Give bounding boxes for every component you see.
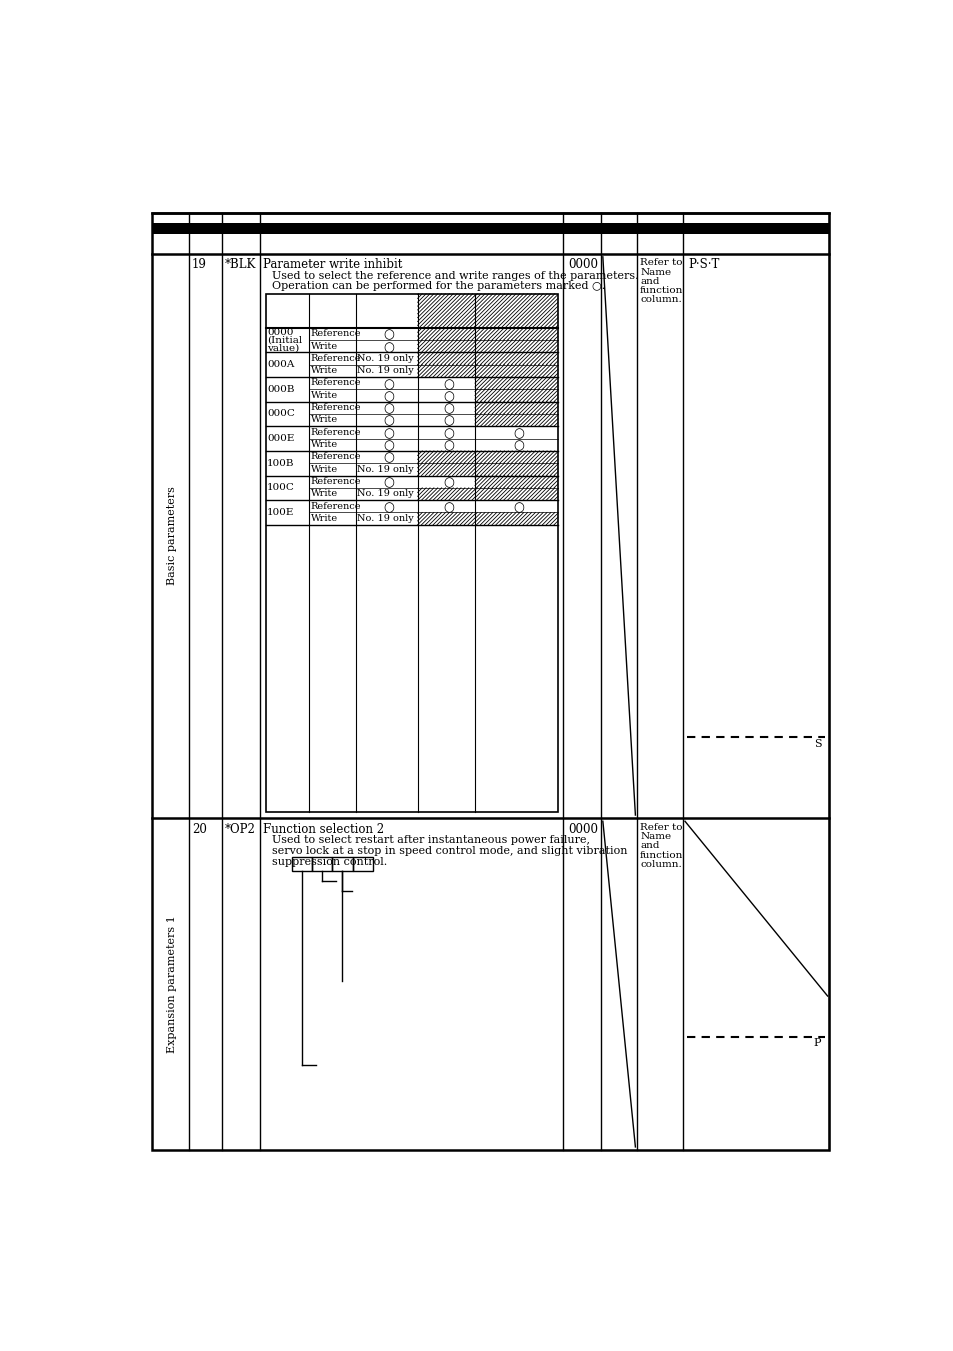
Text: No. 19 only: No. 19 only (356, 465, 414, 474)
Text: and: and (639, 277, 659, 286)
Text: ○: ○ (383, 403, 394, 415)
Bar (332, 857, 353, 870)
Text: 100C: 100C (267, 484, 294, 492)
Text: 000E: 000E (267, 434, 294, 443)
Text: Expansion parameters 1: Expansion parameters 1 (167, 915, 176, 1052)
Text: ○: ○ (443, 403, 454, 415)
Text: function: function (639, 851, 682, 859)
Text: Name: Name (639, 832, 671, 842)
Text: ○: ○ (383, 378, 394, 390)
Text: Write: Write (311, 416, 337, 424)
Text: Refer to: Refer to (639, 823, 681, 832)
Text: value): value) (267, 343, 299, 353)
Text: ○: ○ (383, 427, 394, 440)
Text: Reference: Reference (311, 428, 361, 436)
Text: Used to select restart after instantaneous power failure,: Used to select restart after instantaneo… (272, 835, 589, 846)
Text: Write: Write (311, 440, 337, 449)
Text: ○: ○ (383, 415, 394, 428)
Text: column.: column. (639, 859, 681, 869)
Bar (353, 857, 373, 870)
Text: Reference: Reference (311, 330, 361, 338)
Text: (Initial: (Initial (267, 335, 302, 345)
Text: 0000: 0000 (568, 258, 598, 272)
Text: ○: ○ (383, 340, 394, 354)
Text: ○: ○ (443, 415, 454, 428)
Bar (312, 857, 332, 870)
Text: 000C: 000C (267, 409, 294, 419)
Text: Write: Write (311, 390, 337, 400)
Text: 100B: 100B (267, 459, 294, 467)
Text: *OP2: *OP2 (224, 823, 255, 836)
Text: 19: 19 (192, 258, 207, 272)
Text: ○: ○ (383, 328, 394, 342)
Text: ○: ○ (383, 439, 394, 453)
Text: Reference: Reference (311, 477, 361, 486)
Text: 0000: 0000 (568, 823, 598, 836)
Text: S: S (813, 739, 821, 748)
Text: P·S·T: P·S·T (687, 258, 719, 272)
Text: and: and (639, 842, 659, 850)
Text: No. 19 only: No. 19 only (356, 513, 414, 523)
Text: servo lock at a stop in speed control mode, and slight vibration: servo lock at a stop in speed control mo… (272, 846, 627, 857)
Text: Basic parameters: Basic parameters (167, 486, 176, 585)
Text: Write: Write (311, 342, 337, 350)
Text: 20: 20 (192, 823, 207, 836)
Text: Reference: Reference (311, 378, 361, 388)
Text: ○: ○ (443, 427, 454, 440)
Text: No. 19 only: No. 19 only (356, 366, 414, 376)
Text: ○: ○ (513, 427, 523, 440)
Text: 0000: 0000 (267, 328, 294, 336)
Text: function: function (639, 286, 682, 295)
Text: ○: ○ (443, 390, 454, 403)
Text: 000A: 000A (267, 361, 294, 369)
Bar (266, 293, 558, 812)
Text: 100E: 100E (267, 508, 294, 517)
Text: Write: Write (311, 366, 337, 376)
Text: Refer to: Refer to (639, 258, 681, 267)
Text: Used to select the reference and write ranges of the parameters.: Used to select the reference and write r… (272, 270, 638, 281)
Text: No. 19 only: No. 19 only (356, 489, 414, 499)
Text: ○: ○ (383, 451, 394, 465)
Text: Name: Name (639, 267, 671, 277)
Text: ○: ○ (383, 390, 394, 403)
Text: No. 19 only: No. 19 only (356, 354, 414, 363)
Text: Reference: Reference (311, 354, 361, 363)
Text: ○: ○ (513, 501, 523, 513)
Text: ○: ○ (443, 439, 454, 453)
Text: ○: ○ (383, 501, 394, 513)
Text: ○: ○ (383, 477, 394, 489)
Text: Reference: Reference (311, 453, 361, 462)
Text: ○: ○ (443, 378, 454, 390)
Bar (152, 223, 828, 234)
Text: 000B: 000B (267, 385, 294, 393)
Text: Write: Write (311, 489, 337, 499)
Text: P: P (813, 1039, 821, 1048)
Text: Write: Write (311, 465, 337, 474)
Text: *BLK: *BLK (224, 258, 255, 272)
Text: column.: column. (639, 296, 681, 304)
Text: suppression control.: suppression control. (272, 857, 387, 866)
Text: Reference: Reference (311, 501, 361, 511)
Text: ○: ○ (443, 477, 454, 489)
Text: ○: ○ (513, 439, 523, 453)
Bar (292, 857, 312, 870)
Text: Reference: Reference (311, 403, 361, 412)
Text: Parameter write inhibit: Parameter write inhibit (262, 258, 401, 272)
Text: Operation can be performed for the parameters marked ○.: Operation can be performed for the param… (272, 281, 604, 292)
Text: Write: Write (311, 513, 337, 523)
Text: Function selection 2: Function selection 2 (262, 823, 383, 836)
Text: ○: ○ (443, 501, 454, 513)
